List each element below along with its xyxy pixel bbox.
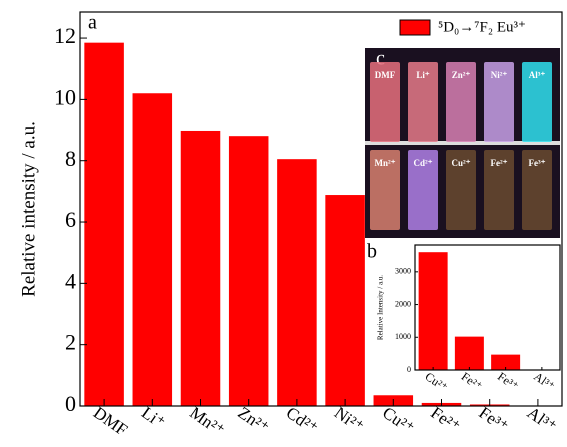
x-tick-label: Al³⁺: [524, 403, 560, 436]
bar: [180, 130, 221, 406]
cuvette-label: Cd²⁺: [414, 158, 433, 168]
bar: [325, 195, 365, 406]
x-tick-label: Fe³⁺: [495, 369, 521, 393]
bar: [418, 252, 448, 370]
y-axis-label: Relative Intensity / a.u.: [377, 275, 385, 340]
y-axis-label: Relative intensity / a.u.: [18, 121, 39, 297]
bar: [132, 93, 173, 406]
cuvette-label: Fe²⁺: [491, 158, 508, 168]
cuvette: [446, 62, 476, 142]
y-tick-label: 2000: [395, 299, 411, 308]
bar: [84, 42, 124, 407]
x-tick-label: Cd²⁺: [283, 403, 322, 438]
x-tick-label: Al³⁺: [531, 369, 557, 393]
cuvette-label: Zn²⁺: [452, 70, 471, 80]
x-tick-label: Fe²⁺: [427, 403, 463, 436]
cuvette: [522, 62, 552, 142]
y-tick-label: 3000: [395, 267, 411, 276]
legend-swatch: [399, 19, 431, 36]
cuvette-label: Al³⁺: [529, 70, 546, 80]
cuvette: [522, 150, 552, 230]
cuvette-label: Cu²⁺: [452, 158, 471, 168]
x-tick-label: Fe²⁺: [459, 369, 485, 393]
legend-label: ⁵D₀→⁷F₂ Eu³⁺: [438, 19, 526, 35]
cuvette-label: Li⁺: [416, 70, 430, 80]
x-tick-label: Mn²⁺: [186, 403, 228, 440]
photo-divider: [365, 141, 560, 145]
y-tick-label: 12: [54, 23, 76, 48]
bar: [277, 159, 317, 406]
x-tick-label: Cu²⁺: [379, 403, 418, 438]
x-tick-label: Cu²⁺: [423, 369, 451, 394]
photo-label: c: [376, 48, 385, 70]
panel-label: a: [88, 12, 97, 34]
y-tick-label: 0: [65, 391, 76, 416]
bar: [228, 136, 269, 406]
panel-label: b: [367, 241, 377, 263]
x-tick-label: Li⁺: [138, 403, 169, 432]
cuvette: [484, 62, 514, 142]
bar: [491, 354, 521, 370]
y-tick-label: 2: [65, 330, 76, 355]
plot-frame: [79, 11, 563, 407]
y-tick-label: 10: [54, 84, 76, 109]
cuvette: [446, 150, 476, 230]
x-tick-label: Fe³⁺: [476, 403, 512, 436]
cuvette-label: Fe³⁺: [529, 158, 546, 168]
y-tick-label: 0: [407, 365, 411, 374]
bar: [454, 336, 484, 370]
cuvette-label: Ni²⁺: [491, 70, 508, 80]
cuvette-label: DMF: [375, 70, 396, 80]
cuvette-label: Mn²⁺: [375, 158, 396, 168]
cuvette: [408, 62, 438, 142]
x-tick-label: Zn²⁺: [235, 403, 273, 437]
cuvette: [370, 150, 400, 230]
cuvette: [370, 62, 400, 142]
x-tick-label: Ni²⁺: [331, 403, 367, 436]
y-tick-label: 8: [65, 146, 76, 171]
cuvette: [408, 150, 438, 230]
plot-frame: [414, 244, 561, 371]
y-tick-label: 1000: [395, 332, 411, 341]
y-tick-label: 4: [65, 268, 76, 293]
x-tick-label: DMF: [90, 403, 131, 440]
cuvette: [484, 150, 514, 230]
y-tick-label: 6: [65, 207, 76, 232]
